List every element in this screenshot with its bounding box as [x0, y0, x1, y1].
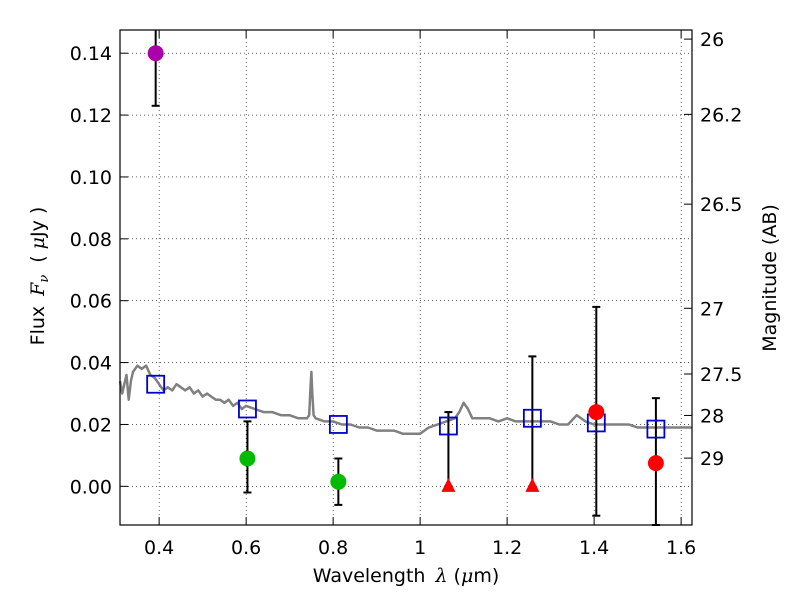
upper-limit-triangle — [525, 477, 540, 492]
y-tick-label: 0.10 — [70, 167, 112, 189]
x-tick-label: 1 — [414, 537, 426, 559]
observed-point — [647, 455, 664, 472]
model-photometry-square — [439, 416, 458, 436]
right-axis-ticks: 26 26.2 26.5 27 27.5 28 29 — [684, 29, 742, 470]
right-tick-label: 28 — [700, 405, 724, 427]
observed-points-layer — [147, 45, 664, 492]
right-tick-label: 29 — [700, 448, 724, 470]
model-photometry-square — [146, 374, 166, 394]
observed-point — [330, 473, 347, 490]
x-axis-ticks: 0.4 0.6 0.8 1 1.2 1.4 1.6 — [144, 30, 696, 559]
y-tick-label: 0.06 — [70, 291, 112, 313]
y-tick-label: 0.02 — [70, 414, 112, 436]
x-axis-label: Wavelength λ (μm) — [313, 565, 500, 587]
model-photometry-square — [328, 415, 348, 434]
observed-point — [239, 450, 256, 467]
x-tick-label: 1.6 — [666, 537, 696, 559]
plot-frame — [119, 29, 693, 526]
x-tick-label: 1.4 — [579, 537, 609, 559]
observed-point — [588, 404, 605, 421]
y-tick-label: 0.14 — [70, 43, 112, 65]
y-tick-label: 0.12 — [70, 105, 112, 127]
y-tick-label: 0.00 — [70, 476, 112, 498]
model-spectrum-layer — [118, 364, 692, 435]
x-tick-label: 0.8 — [318, 537, 348, 559]
x-tick-label: 1.2 — [492, 537, 522, 559]
observed-point — [147, 45, 164, 62]
y-tick-label: 0.08 — [70, 229, 112, 251]
model-photometry-square — [522, 408, 542, 428]
model-photometry-square — [238, 399, 257, 419]
model-spectrum-line — [118, 364, 692, 435]
x-tick-label: 0.6 — [231, 537, 261, 559]
model-photometry-square — [646, 419, 666, 439]
right-tick-label: 26.5 — [700, 194, 742, 216]
right-tick-label: 27.5 — [700, 364, 742, 386]
right-tick-label: 26.2 — [700, 104, 742, 126]
upper-limit-triangle — [441, 477, 456, 492]
y-axis-ticks: 0.00 0.02 0.04 0.06 0.08 0.10 0.12 0.14 — [70, 43, 128, 498]
x-tick-label: 0.4 — [144, 537, 174, 559]
right-tick-label: 26 — [700, 29, 724, 51]
y-tick-label: 0.04 — [70, 353, 112, 375]
right-axis-label: Magnitude (AB) — [759, 204, 781, 352]
y-axis-label: FluxFν(μJy ) — [27, 207, 52, 346]
right-tick-label: 27 — [700, 298, 724, 320]
